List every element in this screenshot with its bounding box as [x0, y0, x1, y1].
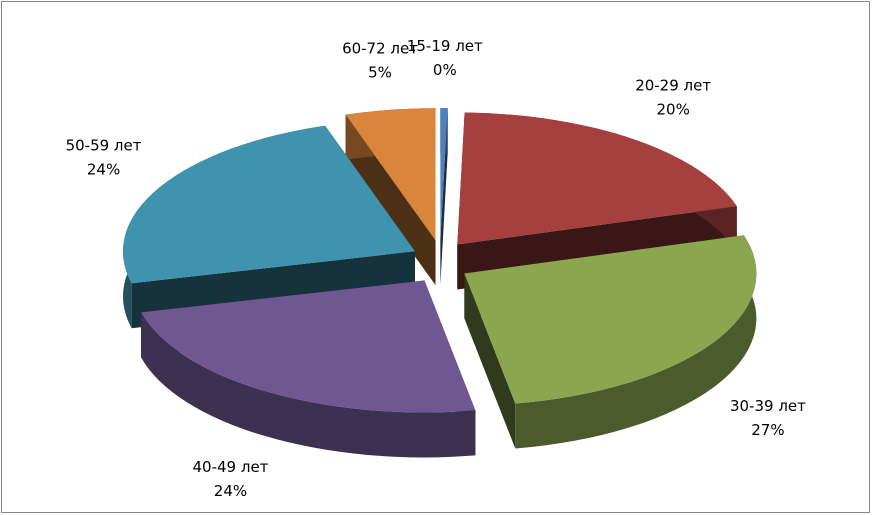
slice — [464, 235, 757, 404]
slice — [141, 280, 476, 413]
data-label-value: 24% — [214, 482, 247, 500]
slice-side — [464, 273, 516, 449]
data-label-category: 15-19 лет — [407, 37, 483, 55]
data-label-category: 60-72 лет — [342, 39, 418, 57]
slice — [122, 125, 415, 284]
data-label-value: 0% — [433, 61, 457, 79]
data-label-category: 50-59 лет — [66, 137, 142, 155]
slice — [457, 112, 737, 245]
data-label-value: 5% — [368, 63, 392, 81]
slice-side — [345, 114, 436, 286]
data-label-value: 24% — [87, 161, 120, 179]
slice-edge — [141, 312, 476, 458]
data-label-category: 30-39 лет — [730, 397, 806, 415]
data-label-category: 20-29 лет — [635, 76, 711, 94]
slice — [440, 108, 448, 241]
data-label-value: 27% — [751, 421, 784, 439]
data-label-category: 40-49 лет — [193, 458, 269, 476]
slice-edge — [515, 235, 757, 449]
data-label-value: 20% — [656, 100, 689, 118]
slice — [345, 108, 436, 241]
